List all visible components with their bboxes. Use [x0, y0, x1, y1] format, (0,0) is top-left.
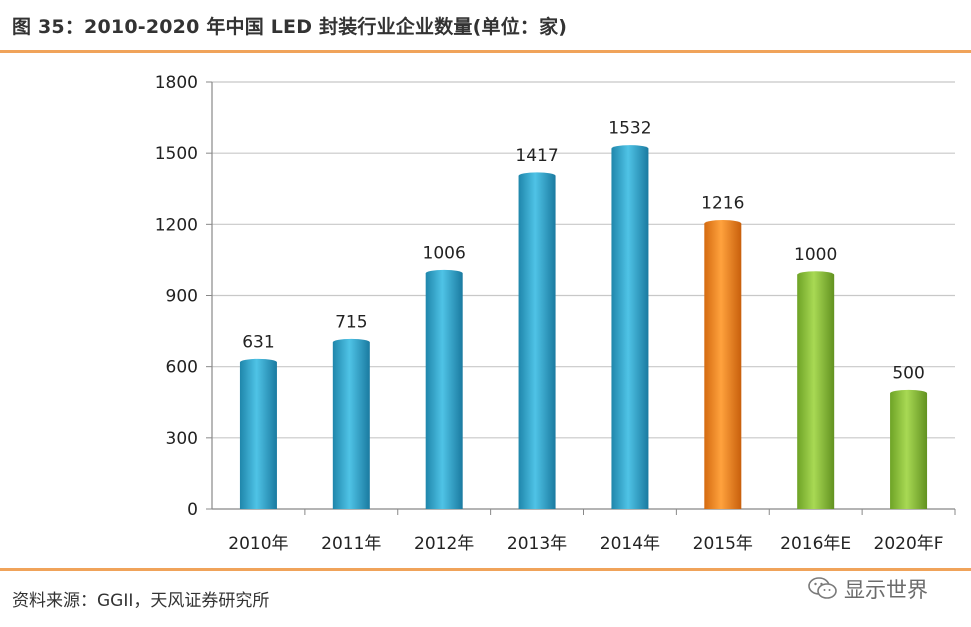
bar — [797, 274, 835, 509]
axes — [206, 81, 956, 515]
y-tick-label: 0 — [187, 500, 198, 520]
bar-value-label: 500 — [892, 363, 924, 383]
bars — [239, 145, 928, 509]
bottom-divider — [0, 568, 971, 571]
bar — [518, 175, 556, 509]
bar-chart: 0 300 600 900 1200 1500 1800 631 2010年 715 2011年 10… — [155, 73, 956, 554]
y-tick-label: 600 — [166, 358, 198, 378]
bar — [704, 223, 742, 509]
bar — [332, 342, 370, 509]
bar-value-label: 715 — [335, 312, 367, 332]
bar-value-label: 1417 — [515, 146, 558, 166]
x-tick-label: 2011年 — [321, 534, 381, 554]
bar-cap — [239, 358, 277, 366]
bar-cap — [425, 269, 463, 277]
bar-cap — [704, 220, 742, 228]
watermark: 显示世界 — [808, 574, 928, 604]
bar-cap — [332, 338, 370, 346]
wechat-icon — [808, 577, 837, 599]
y-tick-label: 1800 — [155, 73, 198, 93]
bar — [425, 273, 463, 509]
x-tick-label: 2015年 — [693, 534, 753, 554]
x-tick-label: 2010年 — [228, 534, 288, 554]
y-tick-label: 300 — [166, 429, 198, 449]
bar-value-label: 631 — [242, 332, 274, 352]
bar-value-label: 1216 — [701, 194, 744, 214]
grid-lines — [212, 81, 955, 439]
bar-cap — [611, 145, 649, 153]
labels: 0 300 600 900 1200 1500 1800 631 2010年 715 2011年 10… — [155, 73, 944, 554]
bar-value-label: 1006 — [423, 243, 466, 263]
y-tick-label: 900 — [166, 287, 198, 307]
bar — [239, 362, 277, 509]
x-tick-label: 2013年 — [507, 534, 567, 554]
bar-value-label: 1000 — [794, 245, 837, 265]
bar — [890, 393, 928, 509]
watermark-text: 显示世界 — [844, 578, 928, 602]
top-divider — [0, 50, 971, 53]
x-tick-label: 2014年 — [600, 534, 660, 554]
bar-cap — [797, 271, 835, 279]
bar — [611, 148, 649, 509]
y-tick-label: 1200 — [155, 215, 198, 235]
source-note: 资料来源：GGII，天风证券研究所 — [12, 591, 270, 611]
bar-cap — [890, 389, 928, 397]
y-tick-label: 1500 — [155, 144, 198, 164]
x-tick-label: 2012年 — [414, 534, 474, 554]
x-tick-label: 2020年F — [874, 534, 944, 554]
x-tick-label: 2016年E — [780, 534, 851, 554]
bar-cap — [518, 172, 556, 180]
chart-title: 图 35：2010-2020 年中国 LED 封装行业企业数量(单位：家) — [12, 16, 568, 38]
bar-value-label: 1532 — [608, 119, 651, 139]
